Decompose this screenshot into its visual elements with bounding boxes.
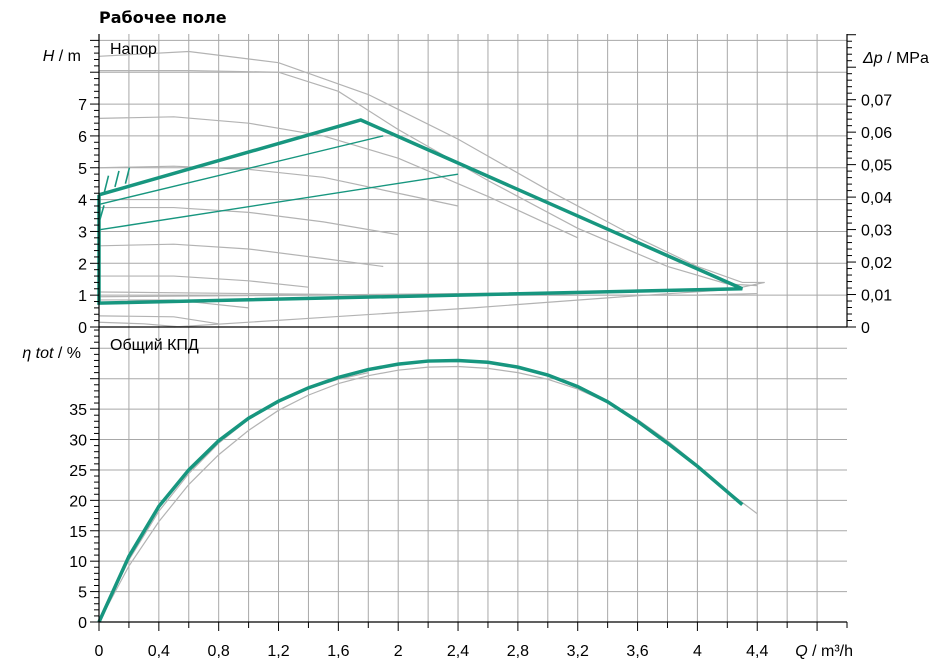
y-tick-label-efficiency: 35	[69, 402, 87, 419]
setting-mark	[114, 170, 120, 188]
pump-curve	[173, 288, 743, 328]
setting-mark	[103, 175, 110, 192]
y-tick-label-pressure: 0,04	[861, 190, 892, 207]
control-line	[98, 135, 384, 206]
x-axis-label: Q / m³/h	[795, 643, 853, 660]
setting-mark	[99, 205, 105, 220]
efficiency-curve-main	[97, 358, 744, 623]
y-tick-label-head: 7	[78, 97, 87, 114]
x-axis-label-unit: / m³/h	[808, 643, 853, 660]
y-axis-label-head-unit: / m	[54, 48, 81, 65]
y-tick-label-head: 5	[78, 161, 87, 178]
pump-curve	[98, 243, 384, 268]
x-tick-label: 1,6	[327, 643, 349, 660]
x-tick-label: 2	[394, 643, 403, 660]
y-axis-label-efficiency-symbol: η tot	[22, 345, 54, 362]
y-tick-label-pressure: 0,03	[861, 223, 892, 240]
pump-curve	[98, 50, 765, 288]
y-tick-label-efficiency: 5	[78, 585, 87, 602]
x-tick-label: 0	[95, 643, 104, 660]
chart-title: Рабочее поле	[99, 8, 227, 27]
x-tick-label: 2,4	[447, 643, 469, 660]
x-tick-label: 0,4	[148, 643, 170, 660]
setting-mark	[124, 167, 131, 184]
y-tick-label-pressure: 0,02	[861, 255, 892, 272]
y-tick-label-pressure: 0	[861, 320, 870, 337]
x-tick-label: 2,8	[507, 643, 529, 660]
x-axis-label-symbol: Q	[795, 643, 807, 660]
y-tick-label-efficiency: 30	[69, 433, 87, 450]
x-tick-label: 1,2	[267, 643, 289, 660]
efficiency-curve-gray	[98, 372, 369, 623]
y-tick-label-head: 6	[78, 129, 87, 146]
x-tick-label: 3,6	[626, 643, 648, 660]
x-tick-label: 3,2	[567, 643, 589, 660]
y-tick-label-head: 3	[78, 224, 87, 241]
y-axis-label-pressure-unit: / MPa	[883, 50, 929, 67]
y-tick-label-head: 2	[78, 256, 87, 273]
panel-title-head: Напор	[110, 41, 157, 58]
y-tick-label-pressure: 0,06	[861, 125, 892, 142]
y-tick-label-efficiency: 20	[69, 493, 87, 510]
control-line	[98, 173, 459, 231]
pump-curve	[98, 315, 219, 325]
x-tick-label: 4	[693, 643, 702, 660]
y-tick-label-efficiency: 10	[69, 554, 87, 571]
pump-curve	[98, 165, 459, 207]
y-axis-label-pressure-symbol: Δp	[862, 50, 883, 67]
y-axis-label-pressure: Δp / MPa	[862, 50, 929, 67]
pump-curve	[98, 321, 182, 328]
x-tick-label: 0,8	[208, 643, 230, 660]
y-tick-label-pressure: 0,01	[861, 288, 892, 305]
y-axis-label-head-symbol: H	[43, 48, 55, 65]
x-tick-label: 4,4	[746, 643, 768, 660]
y-tick-label-head: 1	[78, 288, 87, 305]
y-tick-label-efficiency: 0	[78, 615, 87, 632]
pump-curve	[98, 116, 578, 239]
y-tick-label-head: 0	[78, 320, 87, 337]
y-tick-label-efficiency: 25	[69, 463, 87, 480]
y-axis-label-efficiency: η tot / %	[22, 345, 81, 362]
working-range-outline	[97, 118, 743, 305]
y-axis-label-efficiency-unit: / %	[53, 345, 81, 362]
y-tick-label-head: 4	[78, 193, 87, 210]
panel-title-efficiency: Общий КПД	[110, 337, 199, 354]
pump-curve	[99, 206, 399, 236]
y-tick-label-pressure: 0,05	[861, 158, 892, 175]
y-axis-label-head: H / m	[43, 48, 81, 65]
pump-curve	[99, 275, 309, 288]
y-tick-label-pressure: 0,07	[861, 93, 892, 110]
y-tick-label-efficiency: 15	[69, 524, 87, 541]
